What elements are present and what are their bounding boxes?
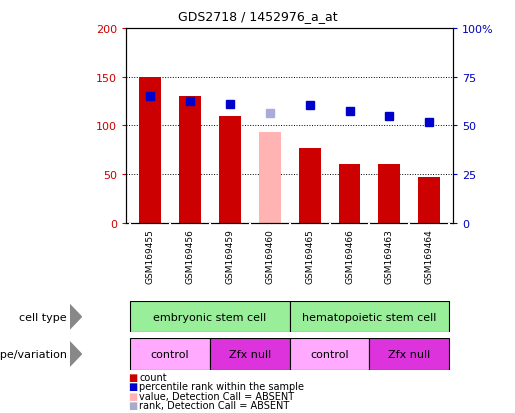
Text: ■: ■ xyxy=(128,372,137,382)
Text: embryonic stem cell: embryonic stem cell xyxy=(153,312,267,322)
Text: count: count xyxy=(139,372,167,382)
Text: GSM169466: GSM169466 xyxy=(345,229,354,284)
Bar xyxy=(289,301,449,332)
Bar xyxy=(369,339,449,370)
Bar xyxy=(259,133,281,223)
Text: Zfx null: Zfx null xyxy=(229,349,271,359)
Text: GSM169464: GSM169464 xyxy=(425,229,434,284)
Text: GSM169465: GSM169465 xyxy=(305,229,314,284)
Text: genotype/variation: genotype/variation xyxy=(0,349,67,359)
Text: hematopoietic stem cell: hematopoietic stem cell xyxy=(302,312,437,322)
Bar xyxy=(418,178,440,223)
Bar xyxy=(210,339,289,370)
Text: cell type: cell type xyxy=(20,312,67,322)
Text: rank, Detection Call = ABSENT: rank, Detection Call = ABSENT xyxy=(139,400,289,410)
Bar xyxy=(219,116,241,223)
Text: GDS2718 / 1452976_a_at: GDS2718 / 1452976_a_at xyxy=(178,10,337,23)
Text: GSM169459: GSM169459 xyxy=(226,229,234,284)
Bar xyxy=(289,339,369,370)
Text: value, Detection Call = ABSENT: value, Detection Call = ABSENT xyxy=(139,391,294,401)
Bar xyxy=(139,77,161,223)
Text: ■: ■ xyxy=(128,391,137,401)
Text: ■: ■ xyxy=(128,381,137,391)
Text: GSM169463: GSM169463 xyxy=(385,229,394,284)
Bar xyxy=(379,165,400,223)
Bar xyxy=(338,165,360,223)
Text: GSM169460: GSM169460 xyxy=(265,229,274,284)
Text: ■: ■ xyxy=(128,400,137,410)
Text: control: control xyxy=(310,349,349,359)
Bar xyxy=(130,301,289,332)
Bar xyxy=(179,97,201,223)
Polygon shape xyxy=(70,341,82,368)
Text: Zfx null: Zfx null xyxy=(388,349,431,359)
Bar xyxy=(130,339,210,370)
Polygon shape xyxy=(70,304,82,330)
Text: GSM169456: GSM169456 xyxy=(185,229,195,284)
Text: percentile rank within the sample: percentile rank within the sample xyxy=(139,381,304,391)
Text: control: control xyxy=(151,349,190,359)
Bar xyxy=(299,148,321,223)
Text: GSM169455: GSM169455 xyxy=(146,229,154,284)
